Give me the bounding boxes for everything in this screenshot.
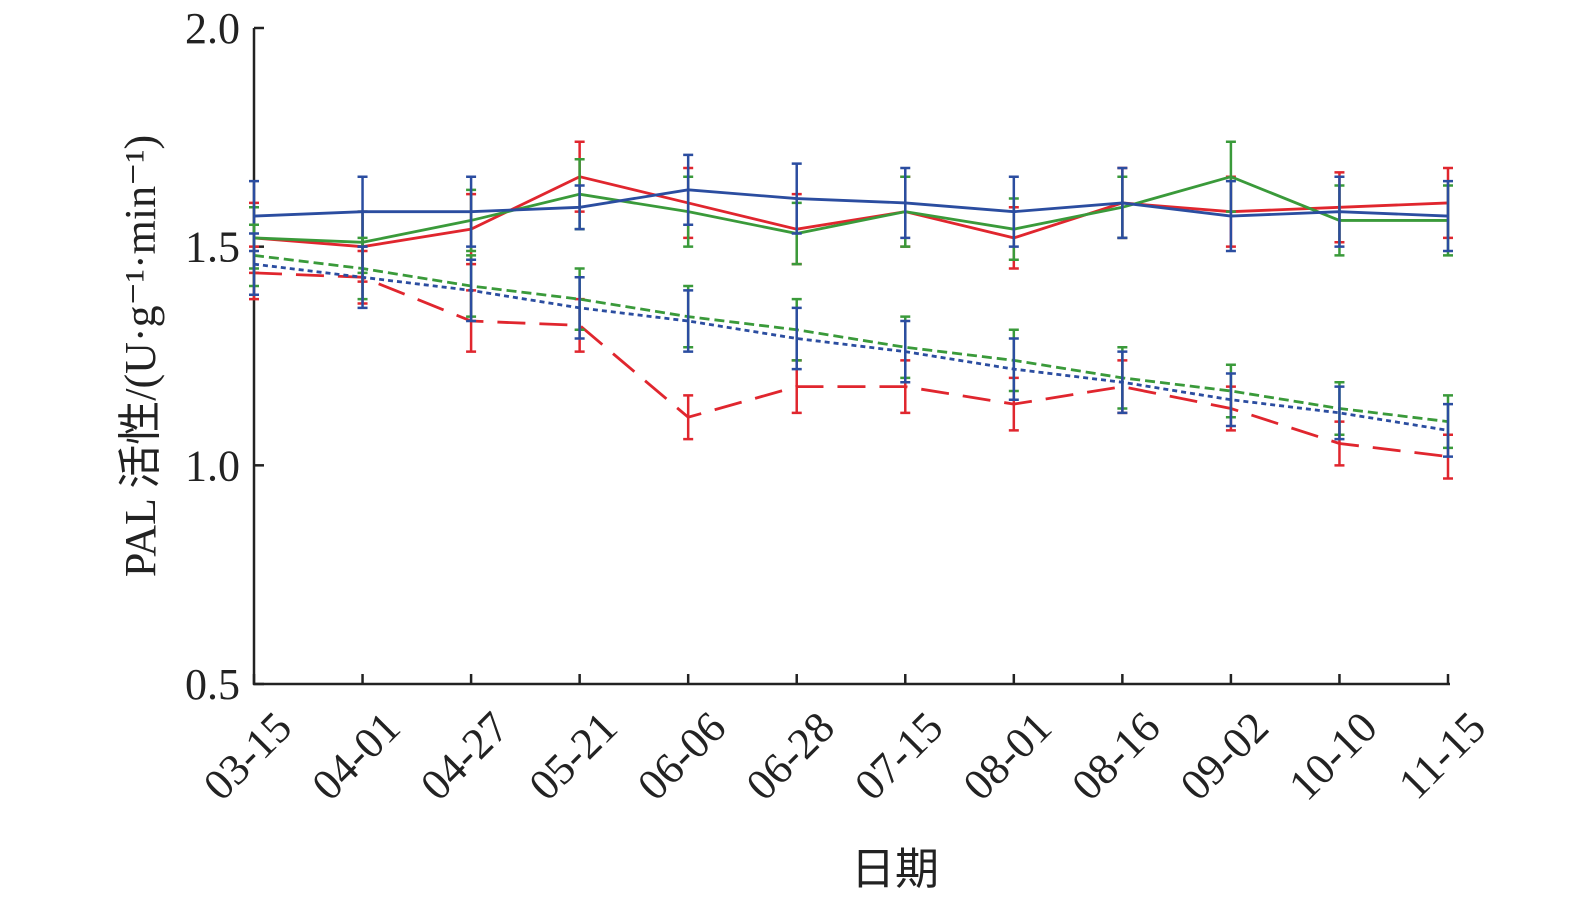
x-tick-label: 11-15 [1389,702,1495,808]
y-tick-label: 1.0 [185,441,240,490]
x-tick-label: 09-02 [1171,702,1278,809]
error-bar [1443,402,1453,458]
y-tick-label: 0.5 [185,660,240,709]
error-bar [1334,385,1345,441]
x-tick-label: 04-01 [302,702,409,809]
series-line [253,271,1449,458]
y-tick-label: 1.5 [185,223,240,272]
x-tick-label: 05-21 [520,702,627,809]
error-bar [1225,372,1236,428]
x-tick-label: 10-10 [1279,702,1386,809]
x-tick-label: 06-28 [737,702,844,809]
series-line [253,175,1448,244]
series-line [253,175,1449,249]
y-tick-label: 2.0 [185,4,240,53]
x-tick-label: 06-06 [628,702,735,809]
error-bar [1443,179,1453,253]
x-tick-label: 08-16 [1062,702,1169,809]
x-tick-label: 03-15 [194,702,301,809]
x-tick-label: 08-01 [954,702,1061,809]
series-line [253,254,1449,423]
x-tick-label: 04-27 [411,702,518,809]
series-line [253,188,1449,218]
y-axis-label: PAL 活性/(U·g⁻¹·min⁻¹) [116,135,165,577]
error-bar [683,289,694,353]
x-tick-label: 07-15 [845,702,952,809]
series-line [253,262,1449,432]
error-bar [791,306,802,371]
x-axis-label: 日期 [851,845,939,894]
